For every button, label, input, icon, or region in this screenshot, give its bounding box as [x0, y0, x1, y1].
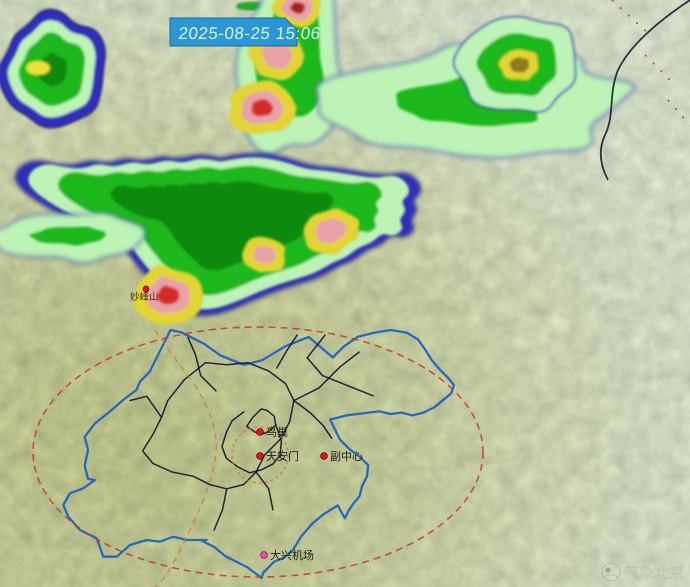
- svg-text:气象北京: 气象北京: [624, 565, 684, 582]
